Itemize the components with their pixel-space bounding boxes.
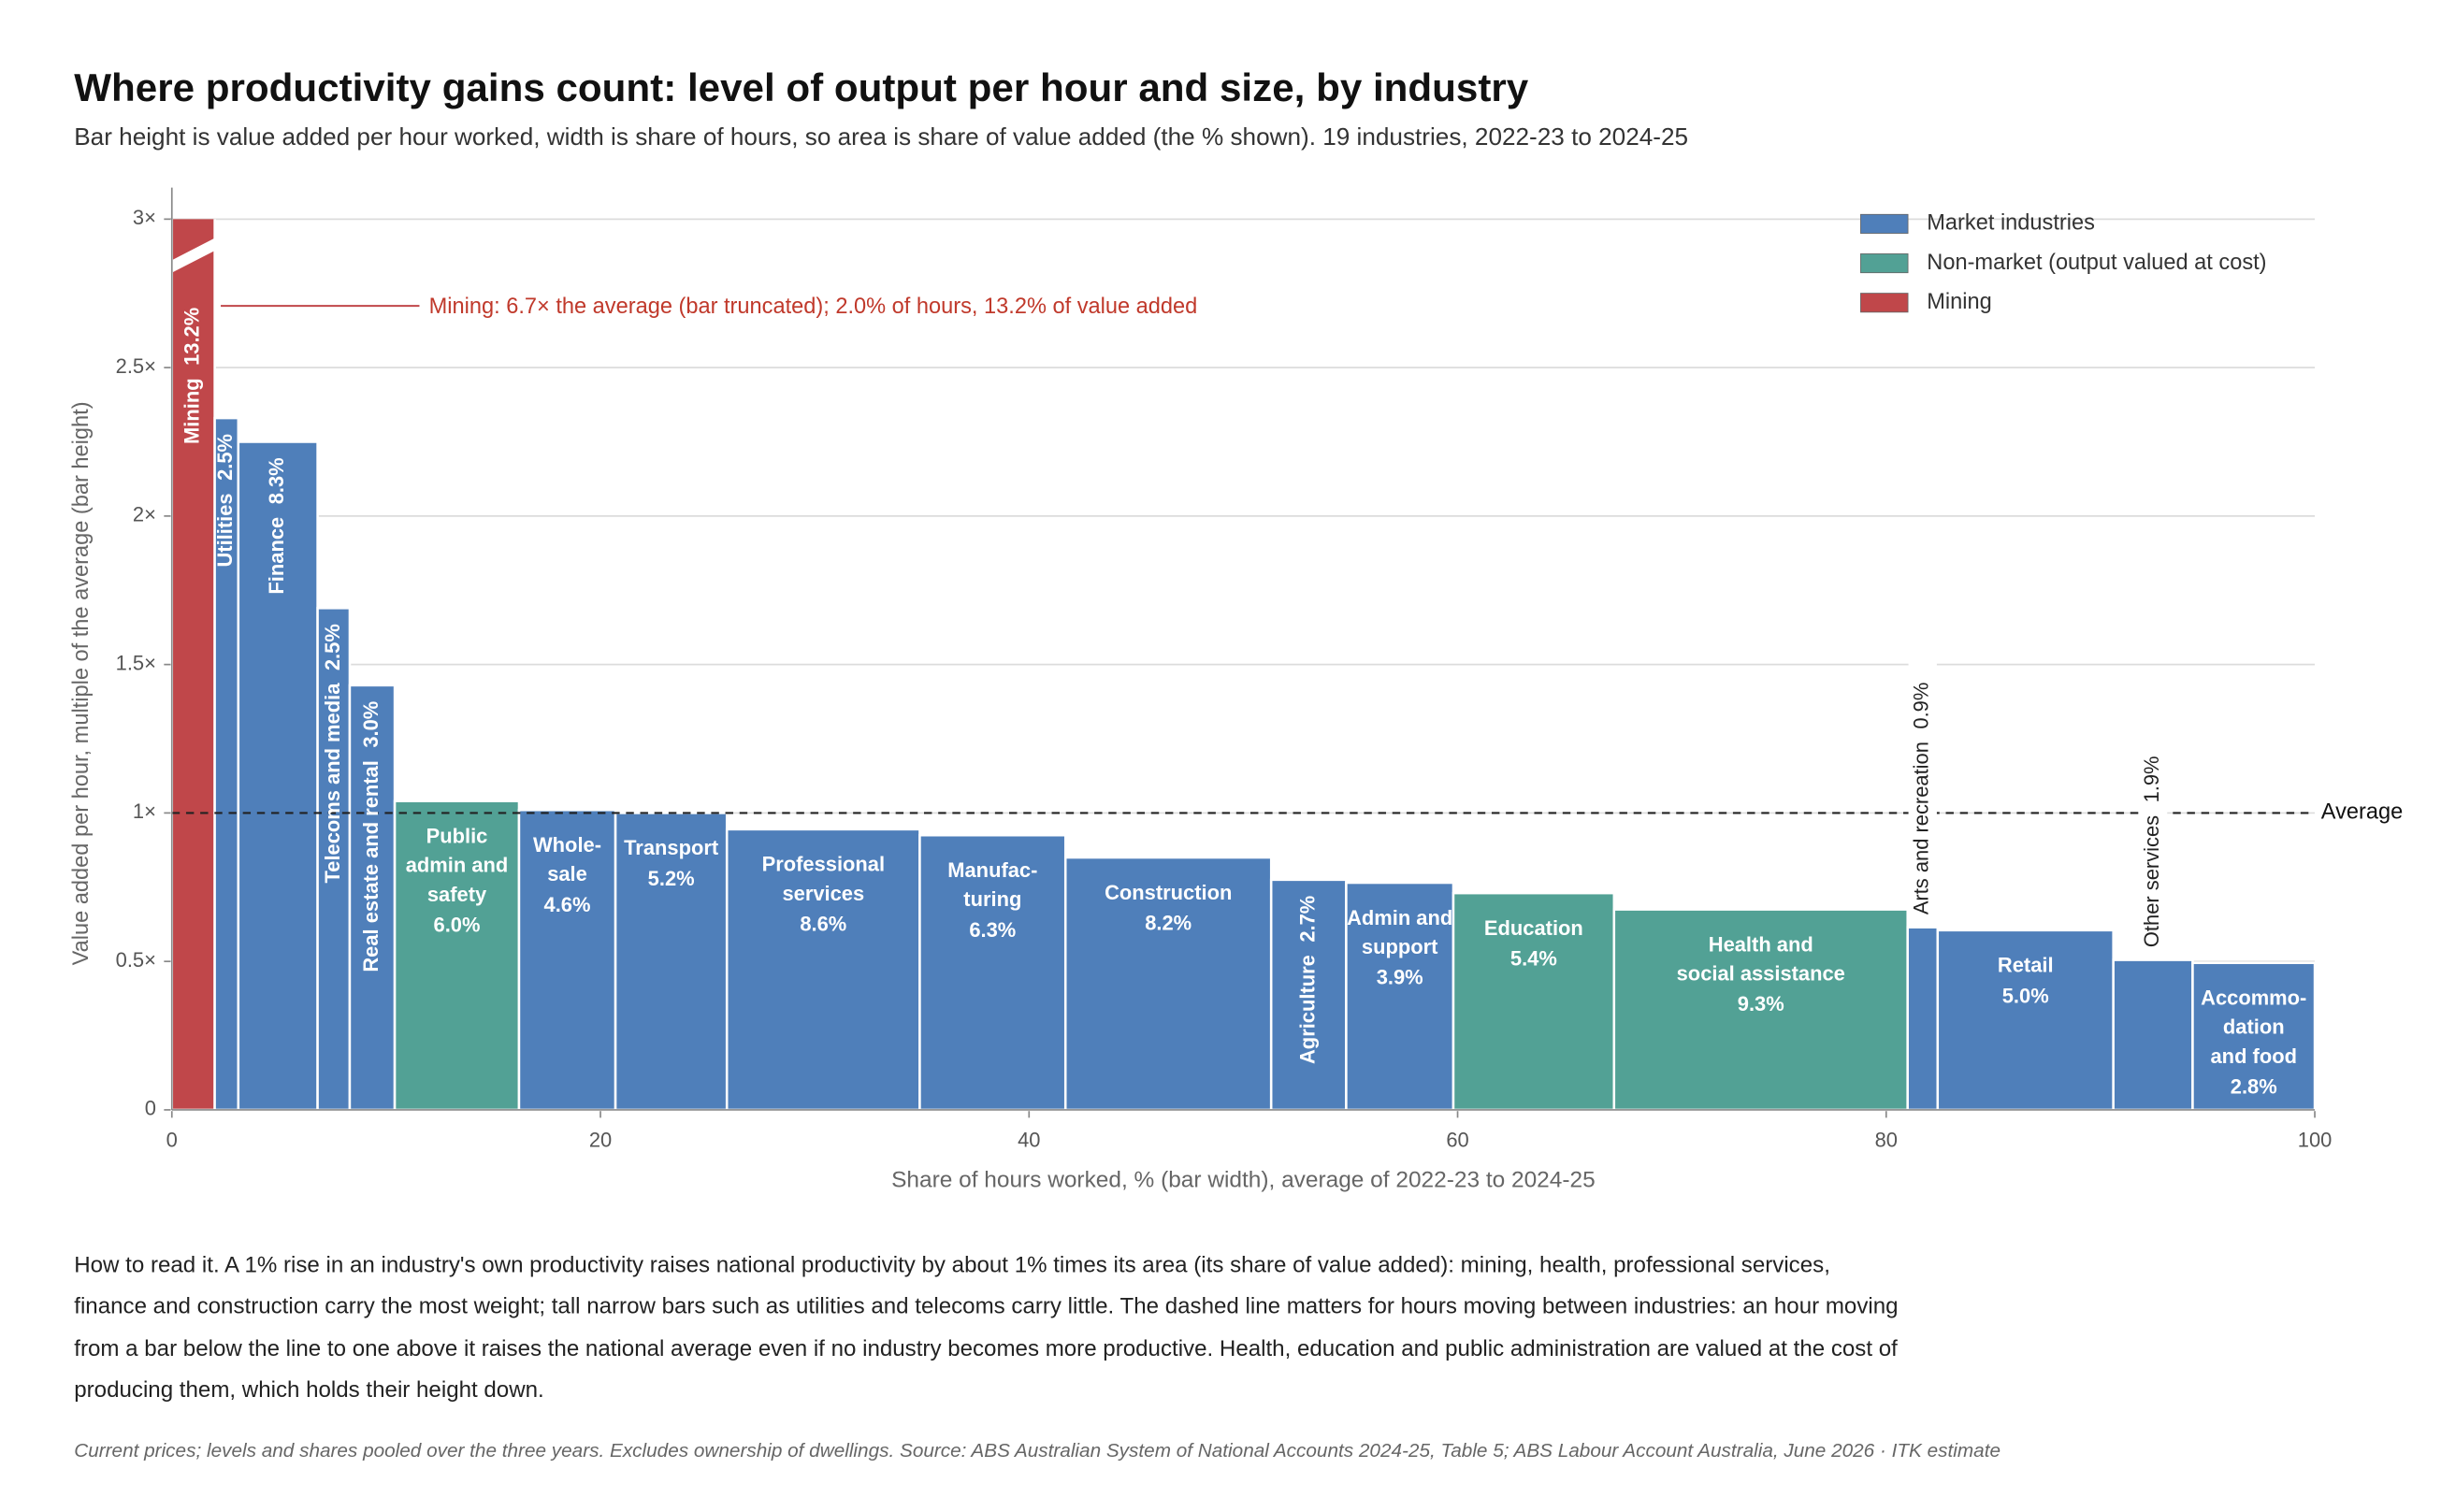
- bar: [237, 440, 319, 1112]
- bar: [2191, 961, 2317, 1112]
- bar-label-name: Telecoms and media: [321, 683, 344, 884]
- bar-label: Mining 13.2%: [180, 308, 203, 444]
- bar-label-name: Accommo-dation and food: [2201, 986, 2306, 1067]
- chart-subtitle: Bar height is value added per hour worke…: [74, 124, 1689, 151]
- bar-label-share: 6.0%: [434, 914, 481, 937]
- bar-label-share: 9.3%: [1738, 992, 1784, 1015]
- bar-label-name: Transport: [624, 836, 719, 859]
- x-tick-label: 20: [589, 1128, 612, 1151]
- legend-swatch: [1860, 253, 1909, 274]
- bar-label-name: Finance: [265, 517, 288, 595]
- bar-label-share: 8.6%: [800, 913, 846, 936]
- y-tick-label: 2×: [133, 503, 156, 526]
- bar-label-name: Health and social assistance: [1677, 932, 1845, 985]
- bar: [1063, 856, 1273, 1112]
- bar-label: Arts and recreation 0.9%: [1910, 683, 1933, 915]
- bar-label-share: 8.3%: [265, 457, 288, 504]
- bar-label: Finance 8.3%: [265, 457, 288, 594]
- bar-label-name: Agriculture: [1295, 955, 1319, 1064]
- legend-label: Market industries: [1927, 211, 2095, 236]
- bar-label-share: 3.9%: [1377, 966, 1423, 989]
- bar: [1612, 908, 1909, 1112]
- bar: [1269, 878, 1348, 1112]
- bar-label-name: Other services: [2140, 815, 2163, 947]
- legend-label: Non-market (output valued at cost): [1927, 251, 2266, 275]
- bar-label-name: Utilities: [213, 493, 237, 567]
- bar-label-name: Education: [1484, 916, 1583, 940]
- y-tick-label: 0: [145, 1097, 156, 1120]
- bar: [170, 219, 216, 1112]
- bar-label-name: Public admin and safety: [406, 824, 509, 905]
- bar-label-name: Admin and support: [1347, 906, 1452, 958]
- bar-label-name: Mining: [180, 378, 203, 444]
- source-note: Current prices; levels and shares pooled…: [74, 1439, 2001, 1462]
- bar-label-share: 2.7%: [1295, 896, 1319, 943]
- bar-label-name: Whole-sale: [533, 833, 601, 886]
- bar-label-share: 4.6%: [544, 893, 591, 916]
- bar-label-name: Professional services: [762, 852, 885, 904]
- bar-label-share: 3.0%: [359, 701, 383, 748]
- bar: [1906, 926, 1940, 1112]
- bar: [725, 828, 921, 1112]
- label-backdrop: [2138, 720, 2168, 951]
- bar-label-name: Arts and recreation: [1910, 742, 1933, 914]
- bar-label-name: Construction: [1105, 881, 1232, 904]
- bar-label-share: 2.8%: [2231, 1075, 2277, 1099]
- y-axis-label: Value added per hour, multiple of the av…: [69, 401, 94, 965]
- annotation: Mining: 6.7× the average (bar truncated)…: [429, 295, 1198, 319]
- bar-label-share: 13.2%: [180, 308, 203, 366]
- reading-note: How to read it. A 1% rise in an industry…: [74, 1253, 1899, 1404]
- bar-label-name: Retail: [1998, 953, 2054, 976]
- x-tick-label: 60: [1446, 1128, 1468, 1151]
- label-backdrop: [1908, 632, 1937, 918]
- chart: 0 0.5× 1× 1.5× 2× 2.5× 3× 0 20 40 60 80 100 Share of …: [69, 187, 2403, 1192]
- bar-label-name: Real estate and rental: [359, 760, 383, 972]
- bar-label-share: 5.2%: [648, 867, 695, 890]
- bar-label-share: 1.9%: [2140, 756, 2163, 802]
- y-tick-label: 0.5×: [116, 948, 156, 972]
- bar: [348, 684, 397, 1112]
- y-tick-label: 1×: [133, 799, 156, 823]
- x-tick-label: 100: [2298, 1128, 2333, 1151]
- bar-label-share: 8.2%: [1145, 911, 1192, 934]
- bar-label-share: 2.5%: [321, 624, 344, 670]
- x-tick-label: 0: [166, 1128, 178, 1151]
- bar: [1452, 891, 1616, 1112]
- legend-label: Mining: [1927, 290, 1992, 314]
- x-axis-label: Share of hours worked, % (bar width), av…: [891, 1167, 1596, 1192]
- bar-label: Telecoms and media 2.5%: [321, 624, 344, 883]
- bar-label: Agriculture 2.7%: [1295, 896, 1319, 1064]
- legend-swatch: [1860, 213, 1909, 234]
- bar: [2112, 958, 2194, 1112]
- bar-label-name: Manufac-turing: [947, 858, 1037, 911]
- bar-label-share: 5.0%: [2002, 984, 2049, 1007]
- bar-label: Utilities 2.5%: [213, 434, 237, 568]
- chart-title: Where productivity gains count: level of…: [74, 65, 1529, 111]
- legend-swatch: [1860, 293, 1909, 313]
- bar-label: Real estate and rental 3.0%: [359, 701, 383, 972]
- x-tick-label: 40: [1018, 1128, 1040, 1151]
- x-tick-label: 80: [1875, 1128, 1898, 1151]
- bar: [1936, 929, 2115, 1112]
- bar-label: Other services 1.9%: [2140, 756, 2163, 947]
- y-tick-label: 1.5×: [116, 651, 156, 674]
- average-label: Average: [2321, 800, 2403, 825]
- bar-label-share: 0.9%: [1910, 683, 1933, 729]
- bar: [1345, 881, 1455, 1112]
- y-tick-label: 3×: [133, 206, 156, 229]
- truncation-mark: [171, 238, 215, 273]
- bar-label-share: 5.4%: [1510, 947, 1557, 971]
- bar: [517, 808, 617, 1112]
- bar-label-share: 6.3%: [969, 918, 1016, 942]
- bar-label-share: 2.5%: [213, 434, 237, 481]
- y-tick-label: 2.5×: [116, 354, 156, 378]
